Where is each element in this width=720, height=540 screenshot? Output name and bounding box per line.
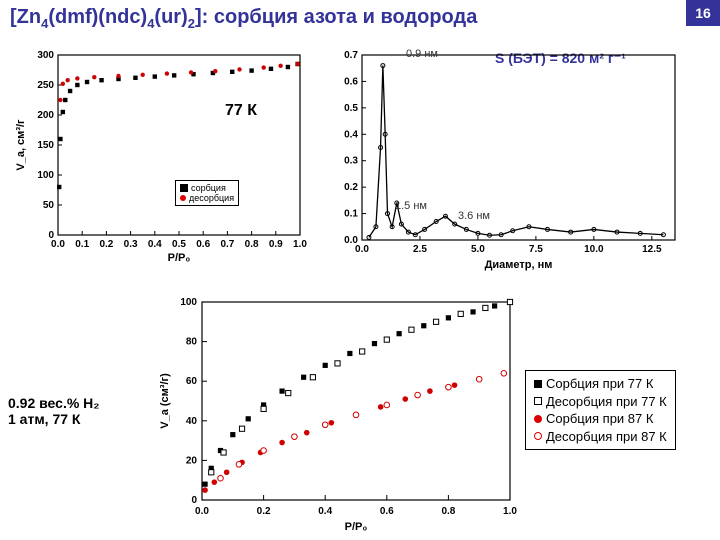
svg-text:300: 300 xyxy=(37,50,54,61)
svg-text:60: 60 xyxy=(186,376,198,387)
svg-text:2.5: 2.5 xyxy=(413,244,427,255)
svg-text:0: 0 xyxy=(191,495,197,506)
svg-text:0.0: 0.0 xyxy=(195,506,209,517)
svg-text:40: 40 xyxy=(186,416,198,427)
svg-text:Диаметр, нм: Диаметр, нм xyxy=(485,259,553,271)
svg-text:1.0: 1.0 xyxy=(503,506,517,517)
svg-text:1.0: 1.0 xyxy=(293,239,307,250)
svg-text:0.9: 0.9 xyxy=(269,239,283,250)
svg-text:P/P₀: P/P₀ xyxy=(168,252,191,264)
svg-text:0.0: 0.0 xyxy=(344,235,358,246)
svg-text:150: 150 xyxy=(37,140,54,151)
svg-text:0: 0 xyxy=(48,230,54,241)
svg-text:0.3: 0.3 xyxy=(124,239,138,250)
page-number-badge: 16 xyxy=(686,0,720,26)
svg-text:0.7: 0.7 xyxy=(220,239,234,250)
svg-text:100: 100 xyxy=(37,170,54,181)
svg-text:0.4: 0.4 xyxy=(148,239,162,250)
svg-text:10.0: 10.0 xyxy=(584,244,604,255)
h2-isotherm-chart: 0.0 0.2 0.4 0.6 0.8 1.0 0 20 40 60 80 100 P/P₀ V_a (с… xyxy=(150,290,530,540)
svg-text:7.5: 7.5 xyxy=(529,244,543,255)
pore-size-distribution-chart: 0.02.55.07.510.012.50.00.10.20.30.40.50.… xyxy=(320,40,690,275)
svg-text:0.1: 0.1 xyxy=(75,239,89,250)
svg-text:V_a (см³/г): V_a (см³/г) xyxy=(159,373,171,429)
peak-label-1: 0.9 нм xyxy=(406,48,438,60)
svg-text:0.2: 0.2 xyxy=(257,506,271,517)
svg-text:5.0: 5.0 xyxy=(471,244,485,255)
svg-text:0.6: 0.6 xyxy=(196,239,210,250)
svg-text:0.4: 0.4 xyxy=(318,506,332,517)
svg-text:50: 50 xyxy=(43,200,55,211)
svg-text:0.2: 0.2 xyxy=(99,239,113,250)
hydrogen-uptake-note: 0.92 вес.% H₂ 1 атм, 77 К xyxy=(8,395,100,427)
svg-text:100: 100 xyxy=(180,297,197,308)
svg-text:0.1: 0.1 xyxy=(344,209,358,220)
slide-title: [Zn4(dmf)(ndc)4(ur)2]: сорбция азота и в… xyxy=(10,6,477,31)
svg-text:0.5: 0.5 xyxy=(172,239,186,250)
svg-text:0.2: 0.2 xyxy=(344,182,358,193)
svg-text:0.8: 0.8 xyxy=(441,506,455,517)
svg-text:0.3: 0.3 xyxy=(344,156,358,167)
n2-isotherm-legend: сорбция десорбция xyxy=(175,180,239,206)
svg-text:P/P₀: P/P₀ xyxy=(345,521,368,533)
svg-text:0.8: 0.8 xyxy=(245,239,259,250)
svg-text:0.4: 0.4 xyxy=(344,129,358,140)
svg-text:0.7: 0.7 xyxy=(344,50,358,61)
svg-text:V_a, см³/г: V_a, см³/г xyxy=(15,119,27,171)
svg-text:20: 20 xyxy=(186,455,198,466)
svg-text:0.5: 0.5 xyxy=(344,103,358,114)
svg-text:200: 200 xyxy=(37,110,54,121)
h2-isotherm-legend: Сорбция при 77 К Десорбция при 77 К Сорб… xyxy=(525,370,676,450)
peak-label-2: 1.5 нм xyxy=(395,200,427,212)
svg-text:12.5: 12.5 xyxy=(642,244,662,255)
n2-isotherm-chart: 0.00.10.20.30.40.50.60.70.80.91.00501001… xyxy=(10,40,310,265)
peak-label-3: 3.6 нм xyxy=(458,210,490,222)
svg-text:80: 80 xyxy=(186,337,198,348)
svg-text:0.6: 0.6 xyxy=(344,76,358,87)
svg-text:0.6: 0.6 xyxy=(380,506,394,517)
svg-text:250: 250 xyxy=(37,80,54,91)
